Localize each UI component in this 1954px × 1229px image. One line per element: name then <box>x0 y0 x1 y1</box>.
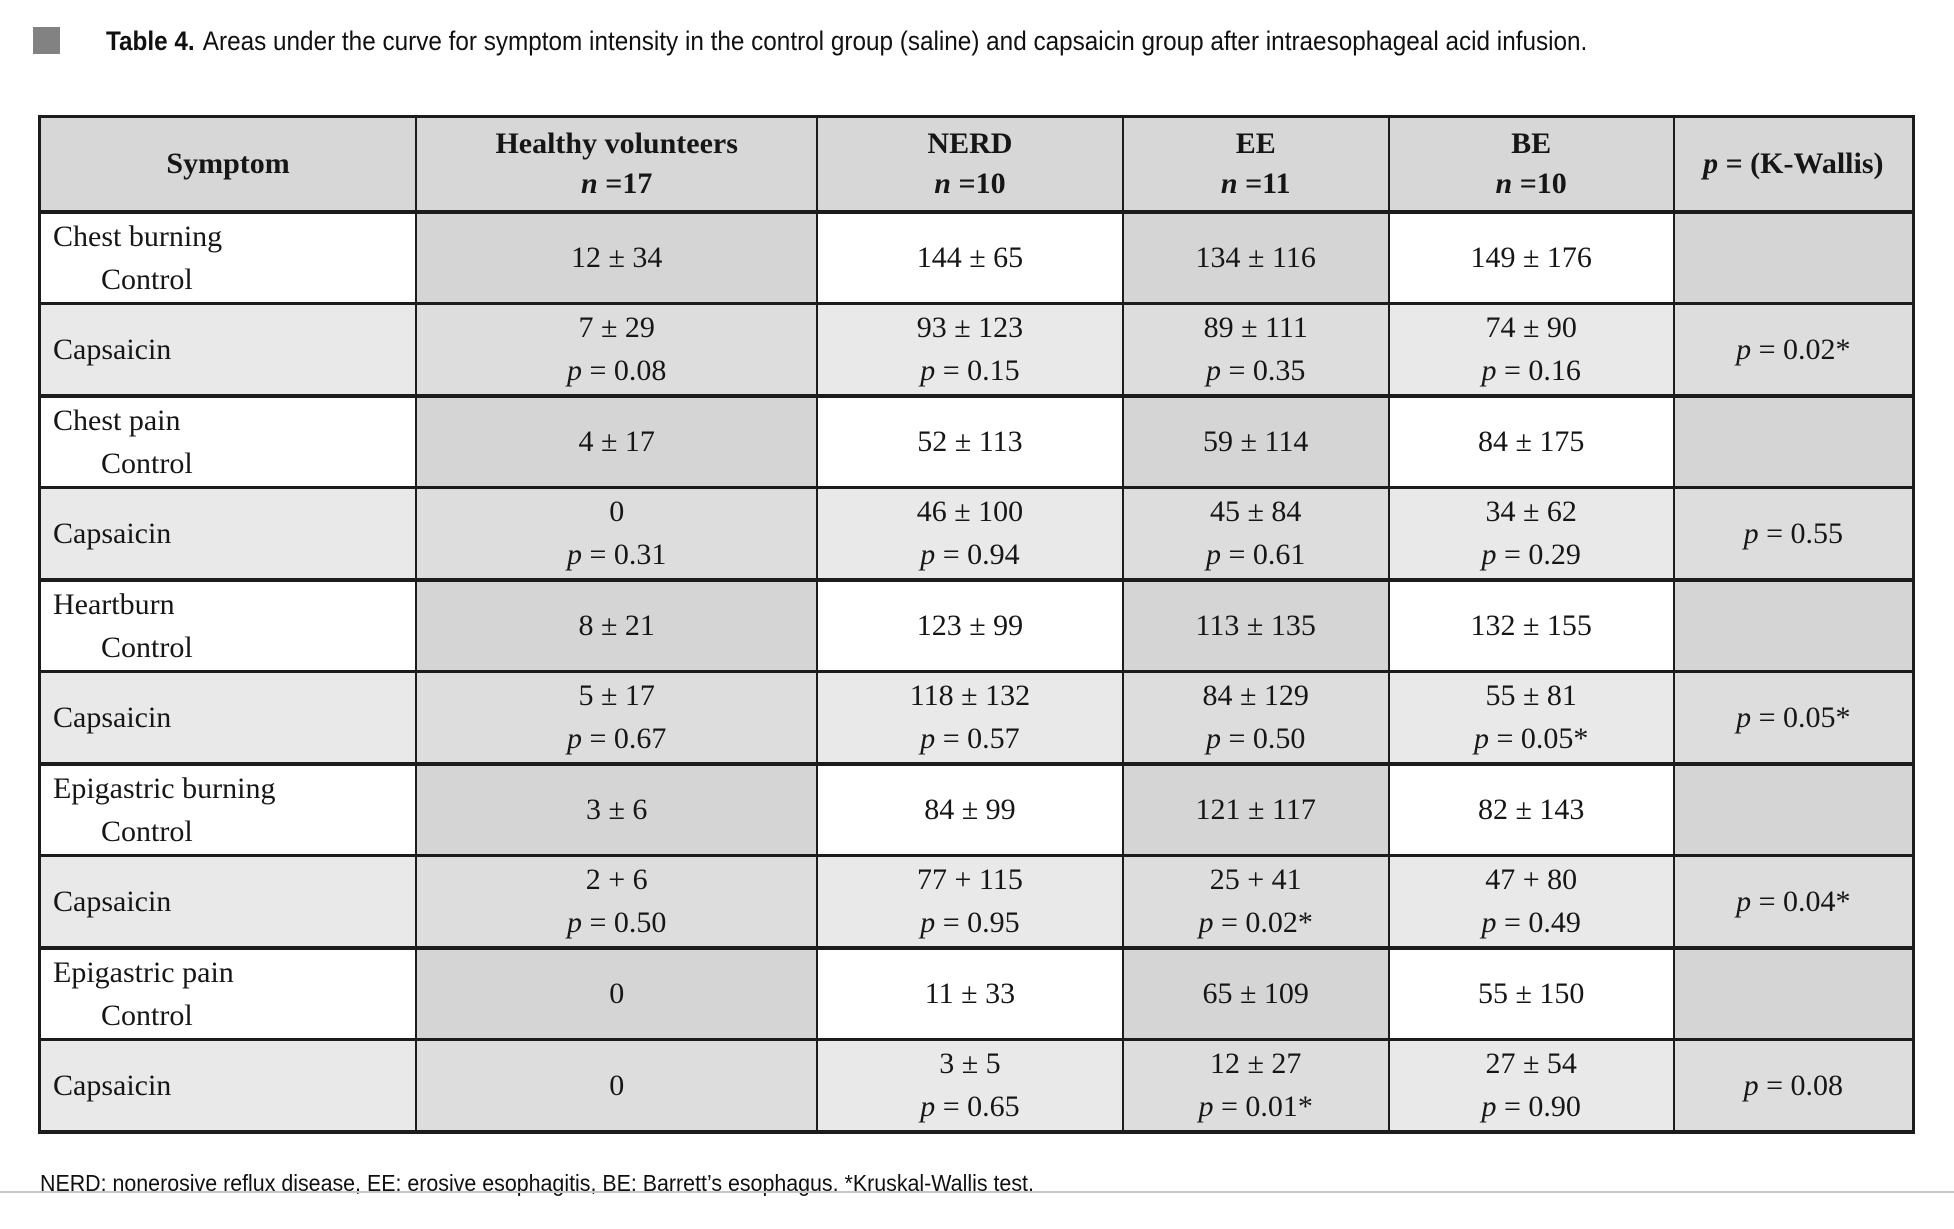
cell-ee: 121 ± 117 <box>1121 762 1390 857</box>
table-row-6-capsaicin: Capsaicin 5 ± 17 p = 0.67 118 ± 132 p = 0.57… <box>38 670 1915 766</box>
cell-ee: 113 ± 135 <box>1121 578 1390 673</box>
cell-healthy-volunteers: 7 ± 29 p = 0.08 <box>415 302 819 398</box>
cell-be: 132 ± 155 <box>1387 578 1675 673</box>
cell-nerd: 123 ± 99 <box>816 578 1124 673</box>
cell-healthy-volunteers: 4 ± 17 <box>415 394 819 489</box>
cell-healthy-volunteers: 3 ± 6 <box>415 762 819 857</box>
symptom-cell: Capsaicin <box>38 854 418 950</box>
cell-be: 82 ± 143 <box>1387 762 1675 857</box>
cell-k-wallis <box>1672 946 1915 1041</box>
cell-be: 84 ± 175 <box>1387 394 1675 489</box>
symptom-cell: Capsaicin <box>38 486 418 582</box>
cell-k-wallis <box>1672 394 1915 489</box>
table-row-9-control: Epigastric pain Control 0 11 ± 33 65 ± 109 55… <box>38 946 1915 1041</box>
cell-be: 34 ± 62 p = 0.29 <box>1387 486 1675 582</box>
page-edge-line <box>0 1191 1954 1193</box>
cell-healthy-volunteers: 5 ± 17 p = 0.67 <box>415 670 819 766</box>
cell-nerd: 77 + 115 p = 0.95 <box>816 854 1124 950</box>
column-header-ee: EE n =11 <box>1121 115 1390 214</box>
cell-ee: 12 ± 27 p = 0.01* <box>1121 1038 1390 1134</box>
cell-k-wallis: p = 0.55 <box>1672 486 1915 582</box>
table-row-3-control: Chest pain Control 4 ± 17 52 ± 113 59 ± 114 8… <box>38 394 1915 489</box>
cell-k-wallis <box>1672 762 1915 857</box>
column-header-be: BE n =10 <box>1387 115 1675 214</box>
cell-be: 149 ± 176 <box>1387 210 1675 305</box>
cell-ee: 84 ± 129 p = 0.50 <box>1121 670 1390 766</box>
column-header-k-wallis: p = (K-Wallis) <box>1672 115 1915 214</box>
cell-k-wallis <box>1672 578 1915 673</box>
cell-nerd: 11 ± 33 <box>816 946 1124 1041</box>
symptom-cell: Epigastric pain Control <box>38 946 418 1041</box>
cell-k-wallis: p = 0.05* <box>1672 670 1915 766</box>
cell-k-wallis: p = 0.04* <box>1672 854 1915 950</box>
table-row-5-control: Heartburn Control 8 ± 21 123 ± 99 113 ± 135 1… <box>38 578 1915 673</box>
symptom-cell: Capsaicin <box>38 1038 418 1134</box>
caption-bullet-icon <box>33 27 60 54</box>
cell-healthy-volunteers: 0 <box>415 946 819 1041</box>
column-header-symptom: Symptom <box>38 115 418 214</box>
cell-be: 47 + 80 p = 0.49 <box>1387 854 1675 950</box>
cell-nerd: 84 ± 99 <box>816 762 1124 857</box>
symptom-cell: Epigastric burning Control <box>38 762 418 857</box>
column-header-nerd: NERD n =10 <box>816 115 1124 214</box>
cell-k-wallis: p = 0.08 <box>1672 1038 1915 1134</box>
cell-be: 55 ± 81 p = 0.05* <box>1387 670 1675 766</box>
table-row-7-control: Epigastric burning Control 3 ± 6 84 ± 99 121… <box>38 762 1915 857</box>
cell-nerd: 144 ± 65 <box>816 210 1124 305</box>
cell-nerd: 52 ± 113 <box>816 394 1124 489</box>
cell-ee: 89 ± 111 p = 0.35 <box>1121 302 1390 398</box>
cell-be: 55 ± 150 <box>1387 946 1675 1041</box>
table-header-row: Symptom Healthy volunteers n =17 NERD n =10 E… <box>38 115 1915 214</box>
symptom-cell: Chest burning Control <box>38 210 418 305</box>
table-row-1-control: Chest burning Control 12 ± 34 144 ± 65 134 ±… <box>38 210 1915 305</box>
table-caption: Table 4. Areas under the curve for sympto… <box>33 24 1752 58</box>
cell-nerd: 118 ± 132 p = 0.57 <box>816 670 1124 766</box>
cell-nerd: 93 ± 123 p = 0.15 <box>816 302 1124 398</box>
symptom-cell: Capsaicin <box>38 302 418 398</box>
cell-k-wallis: p = 0.02* <box>1672 302 1915 398</box>
symptom-auc-table: Symptom Healthy volunteers n =17 NERD n =10 E… <box>38 115 1915 1134</box>
symptom-cell: Capsaicin <box>38 670 418 766</box>
symptom-cell: Heartburn Control <box>38 578 418 673</box>
cell-healthy-volunteers: 8 ± 21 <box>415 578 819 673</box>
cell-k-wallis <box>1672 210 1915 305</box>
caption-label: Table 4. <box>106 26 195 56</box>
table-row-4-capsaicin: Capsaicin 0 p = 0.31 46 ± 100 p = 0.94 45 ± 8… <box>38 486 1915 582</box>
cell-be: 74 ± 90 p = 0.16 <box>1387 302 1675 398</box>
caption-text: Table 4. Areas under the curve for sympto… <box>106 24 1587 58</box>
cell-ee: 45 ± 84 p = 0.61 <box>1121 486 1390 582</box>
cell-healthy-volunteers: 12 ± 34 <box>415 210 819 305</box>
table-row-2-capsaicin: Capsaicin 7 ± 29 p = 0.08 93 ± 123 p = 0.15 8… <box>38 302 1915 398</box>
cell-ee: 25 + 41 p = 0.02* <box>1121 854 1390 950</box>
cell-ee: 59 ± 114 <box>1121 394 1390 489</box>
cell-healthy-volunteers: 0 <box>415 1038 819 1134</box>
cell-ee: 65 ± 109 <box>1121 946 1390 1041</box>
cell-nerd: 46 ± 100 p = 0.94 <box>816 486 1124 582</box>
caption-body: Areas under the curve for symptom intens… <box>202 26 1588 56</box>
cell-be: 27 ± 54 p = 0.90 <box>1387 1038 1675 1134</box>
cell-ee: 134 ± 116 <box>1121 210 1390 305</box>
column-header-healthy-volunteers: Healthy volunteers n =17 <box>415 115 819 214</box>
symptom-cell: Chest pain Control <box>38 394 418 489</box>
